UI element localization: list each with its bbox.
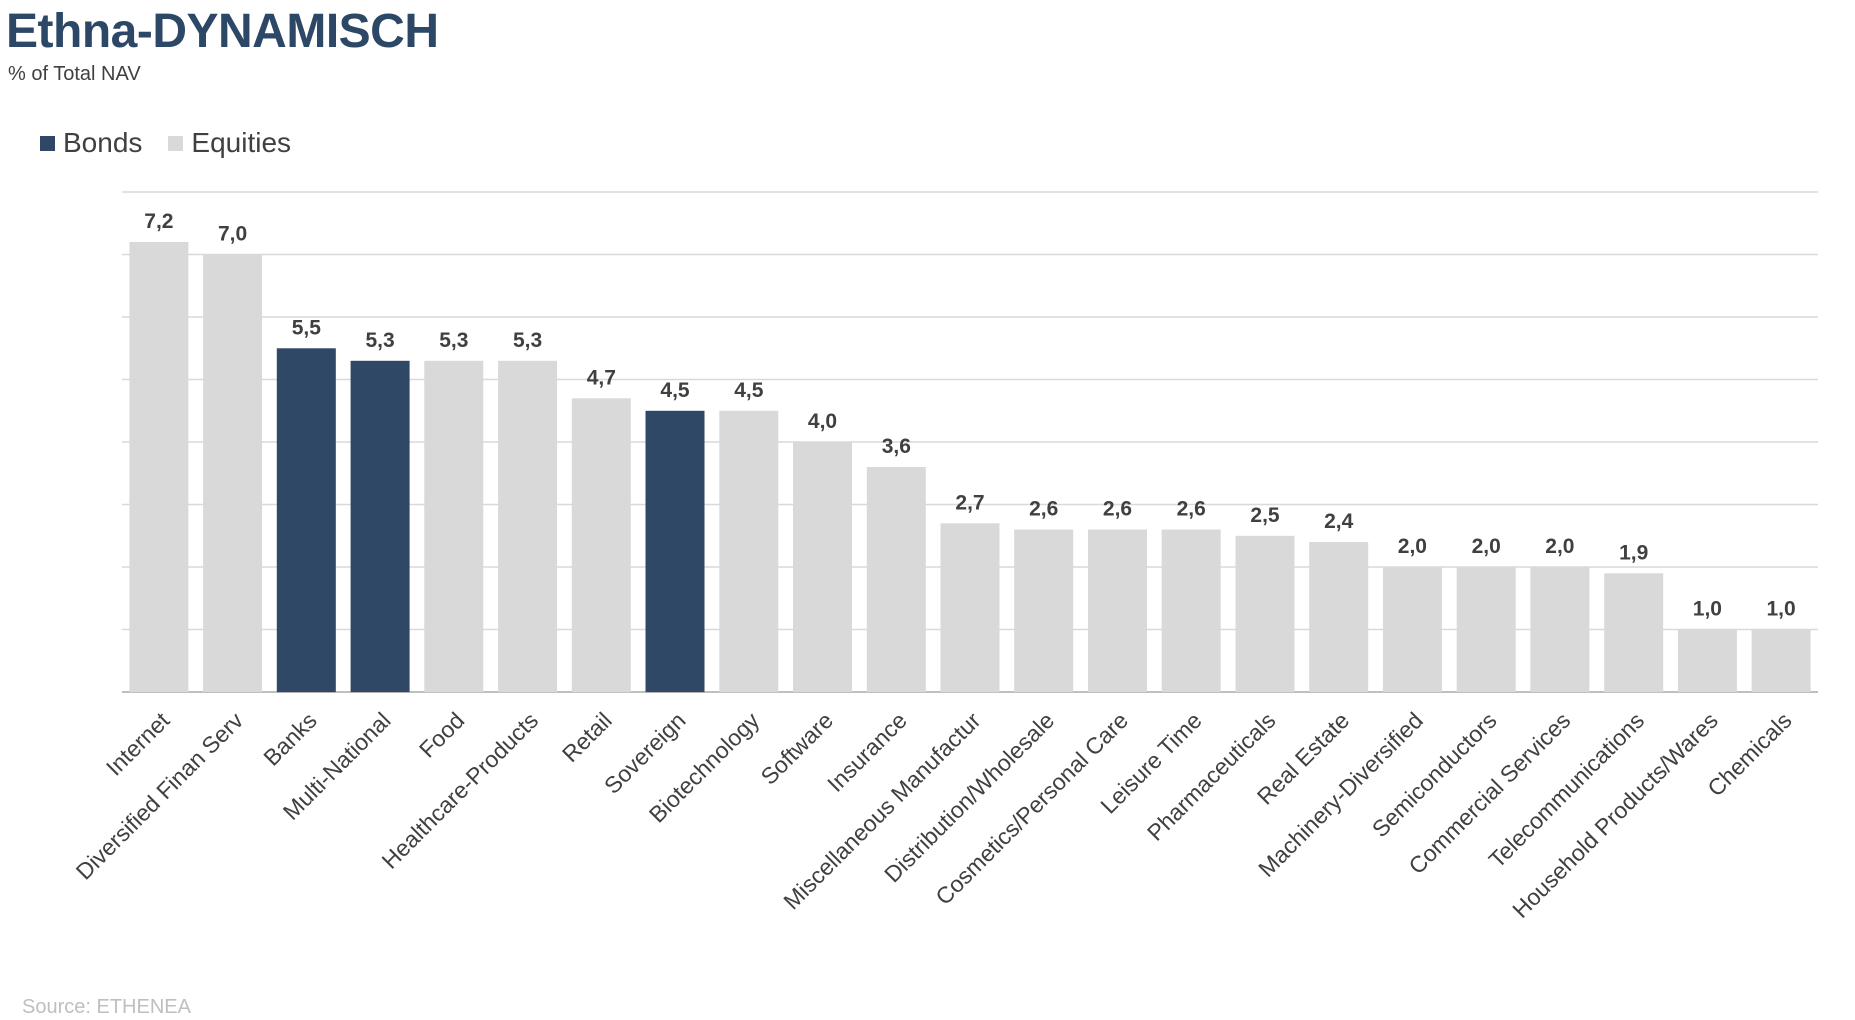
value-labels: 7,2 7,0 5,5 5,3 5,3 5,3 4,7 4,5 4,5 4,0 3,6 2,7 2,6 2… xyxy=(144,210,1795,621)
value-label: 7,0 xyxy=(218,223,247,246)
bar-chemicals xyxy=(1751,629,1811,692)
bar-machinery-diversified xyxy=(1382,567,1442,692)
legend-item-equities: Equities xyxy=(168,126,291,160)
bar-cosmetics-personal-care xyxy=(1088,529,1147,692)
bar-telecommunications xyxy=(1604,573,1664,693)
category-label: Food xyxy=(414,707,469,762)
category-label: Internet xyxy=(101,707,175,781)
value-label: 2,4 xyxy=(1324,510,1354,533)
bar-sovereign xyxy=(645,410,705,693)
value-label: 7,2 xyxy=(144,210,173,233)
value-label: 2,0 xyxy=(1398,535,1427,558)
value-label: 2,6 xyxy=(1177,498,1206,521)
bar-leisure-time xyxy=(1161,529,1221,692)
bar-miscellaneous-manufactur xyxy=(940,523,1000,693)
category-label: Retail xyxy=(557,707,617,767)
category-label: Banks xyxy=(258,707,322,771)
bar-diversified-finan-serv xyxy=(203,254,263,692)
bar-semiconductors xyxy=(1456,567,1516,692)
value-label: 1,0 xyxy=(1766,598,1795,621)
chart-legend: Bonds Equities xyxy=(40,126,317,160)
bar-healthcare-products xyxy=(498,360,558,693)
value-label: 3,6 xyxy=(882,435,911,458)
value-label: 4,7 xyxy=(587,366,616,389)
value-label: 2,0 xyxy=(1472,535,1501,558)
value-label: 4,5 xyxy=(660,379,690,402)
bar-pharmaceuticals xyxy=(1235,535,1295,693)
category-label: Pharmaceuticals xyxy=(1142,707,1281,846)
bar-distribution-wholesale xyxy=(1014,529,1074,692)
value-label: 1,9 xyxy=(1619,541,1648,564)
bar-internet xyxy=(129,242,189,692)
bar-multi-national xyxy=(350,360,410,693)
bar-software xyxy=(793,442,852,692)
bar-food xyxy=(424,360,484,693)
legend-item-bonds: Bonds xyxy=(40,126,142,160)
category-label: Semiconductors xyxy=(1367,707,1502,842)
value-label: 5,3 xyxy=(365,329,394,352)
chart-subtitle: % of Total NAV xyxy=(8,63,141,85)
value-label: 5,3 xyxy=(439,329,468,352)
value-label: 2,0 xyxy=(1545,535,1574,558)
value-label: 2,7 xyxy=(955,491,984,514)
chart-title: Ethna-DYNAMISCH xyxy=(6,5,439,58)
value-label: 2,6 xyxy=(1029,498,1058,521)
bar-commercial-services xyxy=(1530,567,1590,692)
value-label: 2,5 xyxy=(1250,504,1280,527)
bar-household-products-wares xyxy=(1677,629,1737,692)
bar-banks xyxy=(276,348,336,693)
value-label: 5,3 xyxy=(513,329,542,352)
value-label: 5,5 xyxy=(292,316,322,339)
bar-biotechnology xyxy=(719,410,779,693)
source-note: Source: ETHENEA xyxy=(22,996,191,1018)
value-label: 4,0 xyxy=(808,410,837,433)
legend-swatch-equities xyxy=(168,135,184,151)
bar-real-estate xyxy=(1309,542,1369,692)
bar-insurance xyxy=(866,467,926,692)
value-label: 2,6 xyxy=(1103,498,1132,521)
legend-swatch-bonds xyxy=(40,135,55,151)
legend-label-bonds: Bonds xyxy=(63,127,143,158)
value-label: 4,5 xyxy=(734,379,764,402)
value-label: 1,0 xyxy=(1693,598,1722,621)
bar-retail xyxy=(571,398,631,693)
legend-label-equities: Equities xyxy=(191,127,292,158)
bars xyxy=(129,242,1811,693)
